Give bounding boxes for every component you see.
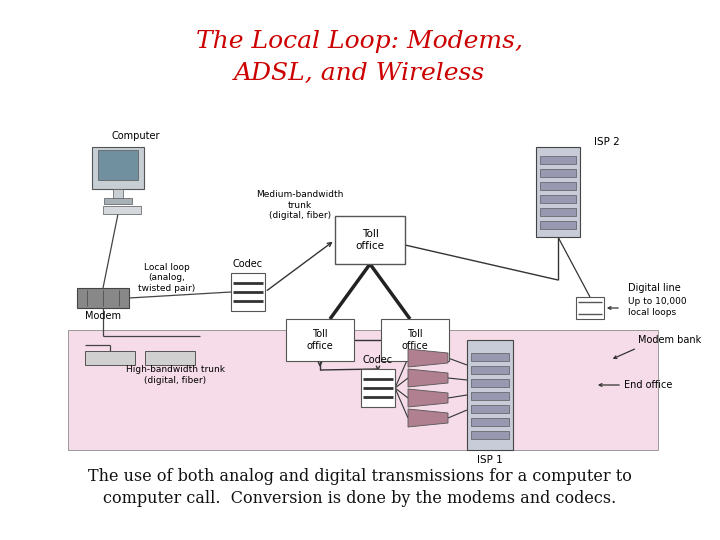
Text: High-bandwidth trunk
(digital, fiber): High-bandwidth trunk (digital, fiber) — [125, 365, 225, 384]
Bar — [381, 319, 449, 361]
Bar — [540, 195, 576, 203]
Bar — [576, 297, 604, 319]
Bar — [540, 221, 576, 229]
Text: ISP 1: ISP 1 — [477, 455, 503, 465]
Bar — [113, 189, 123, 199]
Bar — [231, 273, 265, 311]
Bar — [471, 392, 509, 400]
Bar — [335, 216, 405, 264]
Bar — [471, 418, 509, 426]
Text: Medium-bandwidth
trunk
(digital, fiber): Medium-bandwidth trunk (digital, fiber) — [256, 190, 343, 220]
Bar — [540, 156, 576, 164]
Text: End office: End office — [624, 380, 672, 390]
Bar — [540, 169, 576, 177]
Bar — [92, 147, 144, 189]
Bar — [540, 208, 576, 216]
Polygon shape — [408, 409, 448, 427]
Bar — [98, 150, 138, 180]
Bar — [361, 369, 395, 407]
Text: Toll
office: Toll office — [307, 329, 333, 351]
Text: Toll
office: Toll office — [402, 329, 428, 351]
Text: Codec: Codec — [233, 259, 263, 269]
Bar — [103, 206, 141, 214]
Text: The Local Loop: Modems,: The Local Loop: Modems, — [197, 30, 523, 53]
Bar — [536, 147, 580, 237]
Text: computer call.  Conversion is done by the modems and codecs.: computer call. Conversion is done by the… — [104, 490, 616, 507]
Text: Modem bank: Modem bank — [638, 335, 701, 345]
Bar — [471, 431, 509, 439]
Text: Modem: Modem — [85, 311, 121, 321]
Bar — [104, 198, 132, 204]
Text: Computer: Computer — [112, 131, 161, 141]
Bar — [85, 351, 135, 365]
Text: Digital line: Digital line — [628, 283, 680, 293]
Text: ISP 2: ISP 2 — [594, 137, 620, 147]
Bar — [471, 353, 509, 361]
Bar — [471, 405, 509, 413]
Text: The use of both analog and digital transmissions for a computer to: The use of both analog and digital trans… — [88, 468, 632, 485]
Text: Codec: Codec — [363, 355, 393, 365]
Bar — [286, 319, 354, 361]
Bar — [145, 351, 195, 365]
Bar — [471, 379, 509, 387]
Bar — [467, 340, 513, 450]
Bar — [77, 288, 129, 308]
Text: Toll
office: Toll office — [356, 229, 384, 251]
Text: Up to 10,000
local loops: Up to 10,000 local loops — [628, 298, 687, 316]
Polygon shape — [408, 349, 448, 367]
Bar — [471, 366, 509, 374]
Bar — [68, 330, 658, 450]
Bar — [540, 182, 576, 190]
Text: Local loop
(analog,
twisted pair): Local loop (analog, twisted pair) — [138, 263, 196, 293]
Text: ADSL, and Wireless: ADSL, and Wireless — [235, 62, 485, 85]
Polygon shape — [408, 369, 448, 387]
Polygon shape — [408, 389, 448, 407]
